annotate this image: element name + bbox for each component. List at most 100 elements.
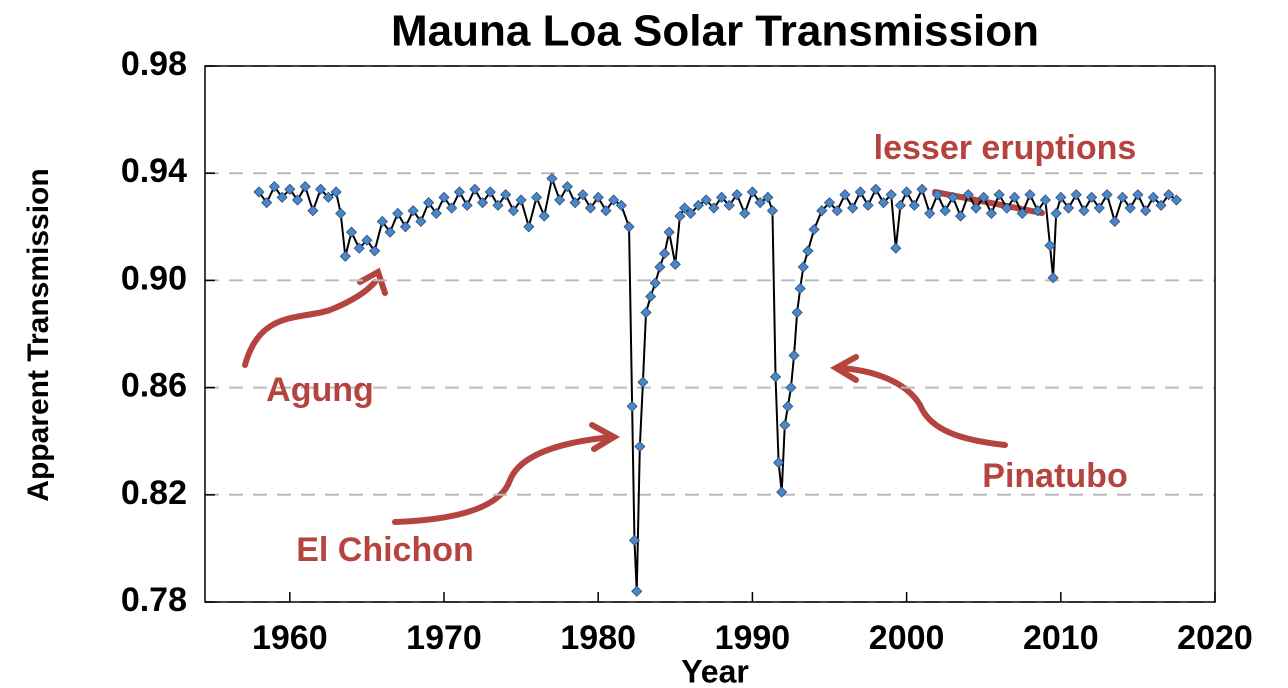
data-point: [1050, 207, 1062, 219]
data-point: [831, 205, 843, 217]
data-point: [253, 186, 265, 198]
data-point: [628, 534, 641, 546]
data-point: [645, 290, 657, 303]
data-point: [877, 197, 890, 209]
arrow-head: [829, 354, 859, 383]
data-point: [791, 306, 803, 319]
data-point: [788, 349, 800, 362]
data-point: [782, 400, 794, 412]
data-point: [261, 197, 273, 209]
data-point: [430, 207, 442, 219]
x-axis-label: Year: [681, 653, 749, 688]
data-point: [924, 207, 936, 219]
data-point: [1086, 191, 1098, 203]
data-point: [438, 191, 450, 203]
data-point: [894, 199, 907, 211]
data-point: [762, 191, 774, 203]
data-point: [663, 226, 675, 238]
data-point: [870, 183, 882, 195]
data-point: [335, 207, 347, 219]
data-point: [623, 221, 635, 233]
x-tick-label: 1980: [560, 619, 636, 657]
data-point: [1032, 205, 1044, 217]
data-point: [1124, 202, 1136, 214]
data-point: [766, 205, 779, 217]
data-point: [315, 183, 327, 195]
data-point: [1163, 189, 1175, 201]
data-point: [802, 245, 814, 257]
annotation: Pinatubo: [982, 457, 1127, 495]
data-point: [523, 221, 535, 233]
data-point: [469, 183, 481, 195]
data-point: [816, 205, 828, 217]
data-point: [847, 202, 859, 214]
data-point: [715, 191, 728, 203]
data-point: [1093, 202, 1105, 214]
data-point: [955, 210, 967, 222]
data-point: [862, 199, 874, 211]
data-point: [794, 282, 806, 295]
data-point: [1116, 191, 1129, 203]
data-point: [916, 183, 928, 195]
data-point: [500, 189, 512, 201]
data-point: [746, 186, 758, 198]
arrow: [837, 365, 1008, 448]
arrow: [392, 434, 615, 525]
data-point: [268, 181, 280, 193]
data-point: [615, 199, 627, 211]
data-point: [649, 277, 661, 289]
data-point: [592, 191, 604, 203]
data-point: [1039, 194, 1051, 206]
data-point: [1001, 202, 1013, 214]
data-point: [299, 181, 311, 193]
data-point: [1078, 205, 1090, 217]
data-point: [608, 194, 620, 206]
data-point: [970, 202, 982, 214]
data-point: [658, 248, 671, 260]
annotation: El Chichon: [296, 531, 474, 569]
x-tick-label: 1960: [252, 619, 328, 657]
data-point: [561, 181, 573, 193]
data-point: [674, 210, 686, 222]
data-point: [546, 172, 558, 185]
x-tick-label: 1990: [715, 619, 791, 657]
data-point: [708, 202, 720, 214]
data-point: [1147, 191, 1159, 203]
data-point: [538, 210, 550, 222]
data-point: [637, 376, 649, 388]
data-point: [530, 191, 543, 203]
data-point: [369, 245, 381, 257]
data-point: [1047, 272, 1059, 284]
data-point: [1170, 194, 1183, 206]
data-point: [723, 199, 735, 211]
data-point: [776, 486, 788, 498]
data-point: [785, 382, 797, 394]
data-point: [399, 221, 412, 233]
data-point: [1016, 207, 1028, 219]
data-point: [330, 186, 342, 198]
annotation: lesser eruptions: [874, 129, 1137, 167]
data-point: [901, 186, 913, 198]
data-point: [476, 197, 489, 209]
arrow-head: [589, 422, 621, 452]
data-point: [446, 202, 458, 214]
data-point: [654, 261, 666, 273]
data-point: [1140, 205, 1152, 217]
data-point: [284, 183, 296, 195]
chart-title: Mauna Loa Solar Transmission: [391, 7, 1039, 56]
data-point: [361, 234, 373, 246]
data-point: [376, 215, 388, 228]
data-point: [554, 194, 566, 206]
y-tick-label: 0.98: [121, 45, 187, 83]
data-point: [640, 306, 652, 319]
data-point: [407, 205, 419, 217]
data-point: [692, 199, 705, 211]
data-point: [962, 189, 974, 201]
data-point: [307, 205, 319, 217]
data-point: [754, 197, 766, 209]
data-point: [939, 205, 951, 217]
x-tick-label: 2000: [869, 619, 945, 657]
data-point: [484, 186, 496, 198]
data-point: [1109, 215, 1121, 228]
data-point: [823, 197, 836, 209]
